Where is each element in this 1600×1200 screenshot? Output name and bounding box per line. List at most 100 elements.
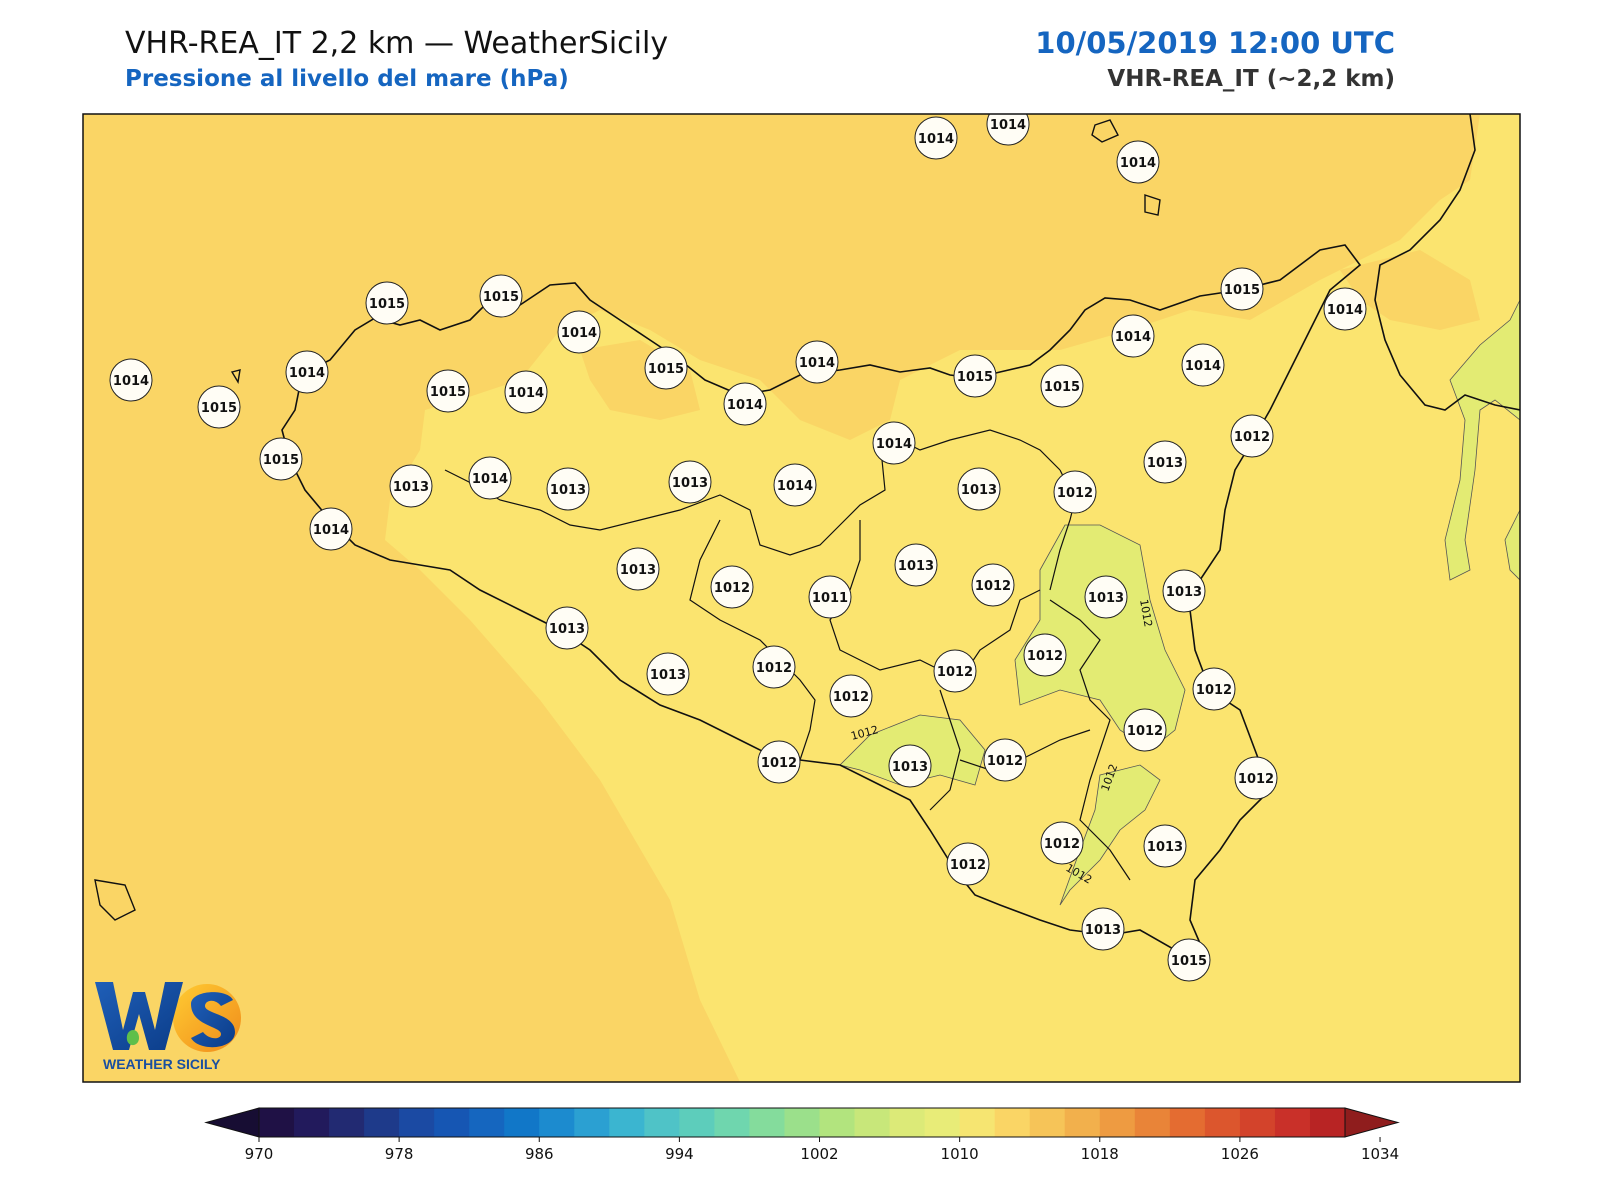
colorbar-segment: [1274, 1108, 1311, 1137]
colorbar-segment: [294, 1108, 330, 1137]
svg-text:WEATHER SICILY: WEATHER SICILY: [103, 1056, 221, 1072]
station-marker: 1014: [1116, 140, 1160, 184]
station-marker: 1013: [545, 606, 589, 650]
station-circle: [1323, 287, 1367, 331]
colorbar-tick-label: 1002: [800, 1145, 838, 1163]
colorbar-segment: [749, 1108, 785, 1137]
colorbar-tick-label: 1010: [941, 1145, 979, 1163]
station-value: 1014: [1185, 359, 1221, 374]
station-marker: 1012: [752, 645, 796, 689]
station-marker: 1013: [1143, 824, 1187, 868]
colorbar-segment: [504, 1108, 540, 1137]
station-circle: [894, 543, 938, 587]
station-circle: [546, 467, 590, 511]
station-marker: 1015: [1167, 938, 1211, 982]
station-circle: [616, 547, 660, 591]
station-circle: [646, 652, 690, 696]
station-circle: [723, 382, 767, 426]
station-marker: 1012: [1040, 821, 1084, 865]
station-value: 1013: [549, 622, 585, 637]
station-circle: [971, 563, 1015, 607]
station-circle: [953, 354, 997, 398]
station-circle: [1230, 414, 1274, 458]
station-marker: 1013: [616, 547, 660, 591]
station-marker: 1015: [365, 281, 409, 325]
station-circle: [1220, 267, 1264, 311]
station-value: 1012: [1127, 724, 1163, 739]
station-marker: 1012: [933, 649, 977, 693]
station-marker: 1013: [389, 464, 433, 508]
station-circle: [468, 456, 512, 500]
station-marker: 1014: [773, 463, 817, 507]
station-value: 1012: [756, 661, 792, 676]
colorbar-segment: [714, 1108, 750, 1137]
station-value: 1013: [1085, 923, 1121, 938]
colorbar-segment: [784, 1108, 821, 1137]
station-value: 1014: [561, 326, 597, 341]
station-circle: [109, 358, 153, 402]
station-value: 1014: [799, 356, 835, 371]
station-circle: [1162, 569, 1206, 613]
station-value: 1013: [1166, 585, 1202, 600]
station-circle: [1081, 907, 1125, 951]
station-marker: 1014: [1181, 343, 1225, 387]
pressure-field: 1012 1012 1012 1012 1014 1014 1014 1015 1015…: [83, 114, 1520, 1082]
station-circle: [752, 645, 796, 689]
station-circle: [872, 421, 916, 465]
station-value: 1012: [937, 665, 973, 680]
colorbar-segment: [1204, 1108, 1241, 1137]
station-value: 1014: [1327, 303, 1363, 318]
station-circle: [365, 281, 409, 325]
colorbar-segment: [259, 1108, 295, 1137]
station-marker: 1012: [1192, 667, 1236, 711]
station-value: 1013: [892, 760, 928, 775]
station-marker: 1012: [710, 565, 754, 609]
station-value: 1013: [620, 563, 656, 578]
station-marker: 1014: [109, 358, 153, 402]
station-circle: [389, 464, 433, 508]
station-value: 1011: [812, 591, 848, 606]
valid-datetime: 10/05/2019 12:00 UTC: [1035, 26, 1395, 60]
colorbar-tick-label: 1026: [1221, 1145, 1259, 1163]
station-value: 1014: [472, 472, 508, 487]
colorbar-segment: [434, 1108, 470, 1137]
station-value: 1012: [987, 754, 1023, 769]
colorbar-segment: [854, 1108, 891, 1137]
station-circle: [933, 649, 977, 693]
station-marker: 1014: [1111, 314, 1155, 358]
station-marker: 1012: [1230, 414, 1274, 458]
station-value: 1014: [113, 374, 149, 389]
province-borders: [444, 429, 1131, 881]
station-value: 1014: [918, 132, 954, 147]
colorbar-segment: [539, 1108, 575, 1137]
station-value: 1015: [957, 370, 993, 385]
station-value: 1012: [975, 579, 1011, 594]
station-value: 1012: [761, 756, 797, 771]
station-circle: [710, 565, 754, 609]
colorbar-segment: [1309, 1108, 1346, 1137]
station-circle: [946, 842, 990, 886]
station-marker: 1012: [971, 563, 1015, 607]
station-value: 1013: [898, 559, 934, 574]
colorbar-segment: [1239, 1108, 1276, 1137]
station-value: 1012: [714, 581, 750, 596]
station-marker: 1012: [1234, 756, 1278, 800]
colorbar-tick-label: 970: [245, 1145, 274, 1163]
station-value: 1014: [876, 437, 912, 452]
colorbar-segment: [644, 1108, 680, 1137]
colorbar-segment: [994, 1108, 1031, 1137]
station-circle: [479, 274, 523, 318]
station-marker: 1013: [1084, 575, 1128, 619]
map-title: VHR-REA_IT 2,2 km — WeatherSicily: [125, 26, 669, 61]
station-value: 1014: [313, 523, 349, 538]
station-markers: 1014 1014 1014 1015 1015 1014 1014 1014 1015 1015…: [109, 114, 1367, 982]
station-value: 1014: [777, 479, 813, 494]
colorbar-segment: [1134, 1108, 1171, 1137]
station-circle: [1116, 140, 1160, 184]
pressure-band-1012-calabria: [1444, 299, 1520, 581]
station-marker: 1013: [668, 460, 712, 504]
station-value: 1012: [950, 858, 986, 873]
station-value: 1014: [508, 386, 544, 401]
station-circle: [829, 674, 873, 718]
station-circle: [426, 369, 470, 413]
